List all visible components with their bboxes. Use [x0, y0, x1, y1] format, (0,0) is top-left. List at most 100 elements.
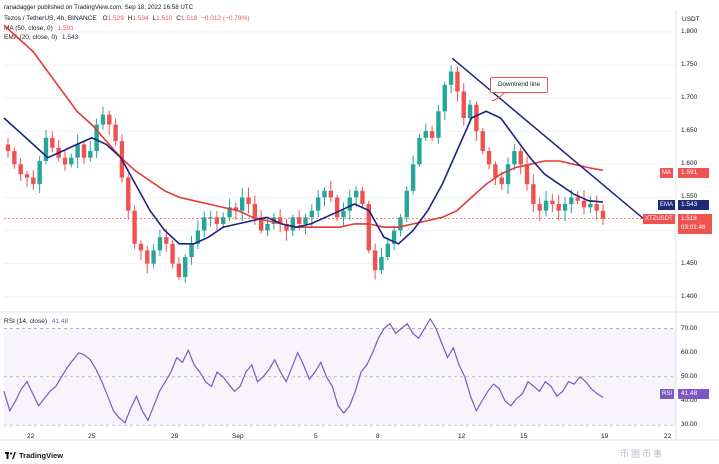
- close-value: 1.518: [180, 15, 198, 22]
- candle-body: [94, 124, 99, 152]
- candle-body: [43, 137, 49, 161]
- time-tick-label: 19: [601, 433, 609, 440]
- candle-body: [221, 217, 226, 224]
- time-tick-label: 5: [314, 433, 318, 440]
- candle-body: [550, 200, 555, 205]
- open-label: O: [102, 15, 108, 22]
- candle-body: [455, 71, 460, 92]
- candle-body: [151, 250, 156, 264]
- rsi-tick-label: 60.00: [681, 348, 698, 356]
- candle-body: [107, 114, 112, 125]
- candle-body: [233, 207, 239, 211]
- change-value: −0.012 (−0.78%): [201, 15, 250, 22]
- candle-body: [246, 197, 251, 205]
- countdown-timer: 03:01:48: [681, 224, 706, 231]
- candle-body: [100, 114, 106, 125]
- price-tick-label: 1.400: [681, 292, 698, 300]
- ma-tag-value: 1.591: [678, 168, 709, 178]
- ema-legend-value: 1.543: [61, 34, 79, 41]
- price-tick-label: 1.550: [681, 193, 698, 201]
- candle-body: [499, 177, 504, 185]
- symbol-legend: Tezos / TetherUS, 4h, BINANCE O1.529 H1.…: [4, 15, 249, 22]
- time-tick-label: 25: [88, 433, 96, 440]
- candle-body: [132, 210, 137, 244]
- candle-body: [474, 104, 479, 132]
- candle-body: [18, 164, 23, 175]
- publish-credit: ranadagger published on TradingView.com,…: [4, 4, 194, 11]
- low-label: L: [152, 15, 157, 22]
- rsi-tick-label: 50.00: [681, 372, 698, 380]
- candle-body: [202, 217, 207, 231]
- candle-body: [334, 197, 340, 218]
- candles: [4, 65, 676, 283]
- candle-body: [277, 217, 283, 224]
- candle-body: [575, 197, 580, 201]
- candle-body: [227, 207, 232, 218]
- candle-body: [290, 217, 296, 231]
- candle-body: [176, 263, 182, 277]
- last-price-value: 1.518: [681, 215, 697, 222]
- currency-label: USDT: [682, 16, 700, 23]
- annotation-callout[interactable]: Downtrend line: [490, 77, 548, 93]
- candle-body: [183, 257, 188, 277]
- ma-line: [3, 24, 604, 228]
- candle-body: [252, 204, 258, 218]
- time-tick-label: 8: [376, 433, 380, 440]
- tradingview-logo-icon: [5, 452, 16, 459]
- candle-body: [391, 230, 397, 244]
- time-tick-label: Sep: [232, 433, 244, 440]
- candle-body: [5, 144, 11, 152]
- time-tick-label: 29: [171, 433, 179, 440]
- candle-body: [328, 190, 334, 198]
- candle-body: [69, 157, 74, 165]
- tradingview-brand[interactable]: TradingView: [19, 451, 64, 460]
- candle-body: [75, 144, 80, 158]
- candle-body: [265, 223, 270, 231]
- low-value: 1.510: [156, 15, 173, 22]
- candle-body: [322, 190, 327, 198]
- rsi-legend-label: RSI (14, close): [4, 318, 47, 325]
- symbol-tag-name: XTZUSDT: [643, 214, 675, 224]
- candle-body: [353, 190, 359, 198]
- candle-body: [138, 243, 144, 251]
- symbol-title[interactable]: Tezos / TetherUS, 4h, BINANCE: [4, 15, 97, 22]
- candle-body: [296, 217, 302, 224]
- candle-body: [461, 91, 466, 118]
- price-tick-label: 1.600: [681, 160, 698, 168]
- open-value: 1.529: [107, 15, 124, 22]
- ma-legend[interactable]: MA (50, close, 0) 1.591: [4, 25, 74, 32]
- ema-legend[interactable]: EMA (20, close, 0) 1.543: [4, 34, 78, 41]
- rsi-legend[interactable]: RSI (14, close) 41.48: [4, 318, 68, 325]
- candle-body: [189, 243, 194, 258]
- candle-body: [214, 217, 220, 224]
- ma-legend-label: MA (50, close, 0): [4, 25, 53, 32]
- candle-body: [524, 164, 530, 185]
- candle-body: [486, 151, 492, 165]
- candle-body: [195, 230, 201, 244]
- candle-body: [24, 174, 30, 178]
- candle-body: [512, 151, 517, 165]
- candle-body: [480, 131, 485, 152]
- candle-body: [347, 197, 353, 211]
- ema-tag-name: EMA: [658, 200, 676, 210]
- price-tick-label: 1.750: [681, 60, 698, 68]
- price-tick-label: 1.800: [681, 27, 698, 35]
- candle-body: [493, 164, 498, 178]
- candle-body: [360, 190, 365, 205]
- candle-body: [88, 151, 93, 158]
- candle-body: [62, 157, 68, 165]
- candle-body: [600, 210, 606, 219]
- candle-body: [309, 210, 315, 218]
- ema-line: [3, 110, 604, 245]
- candle-body: [562, 204, 568, 211]
- candle-body: [303, 217, 308, 224]
- candle-body: [315, 197, 321, 211]
- ma-polyline: [3, 24, 604, 228]
- downtrend-line: [451, 57, 647, 222]
- candle-body: [379, 257, 384, 271]
- grid-lines: [0, 10, 719, 441]
- watermark: 币圈币事: [620, 449, 665, 459]
- last-price-box: 1.518 03:01:48: [678, 214, 712, 234]
